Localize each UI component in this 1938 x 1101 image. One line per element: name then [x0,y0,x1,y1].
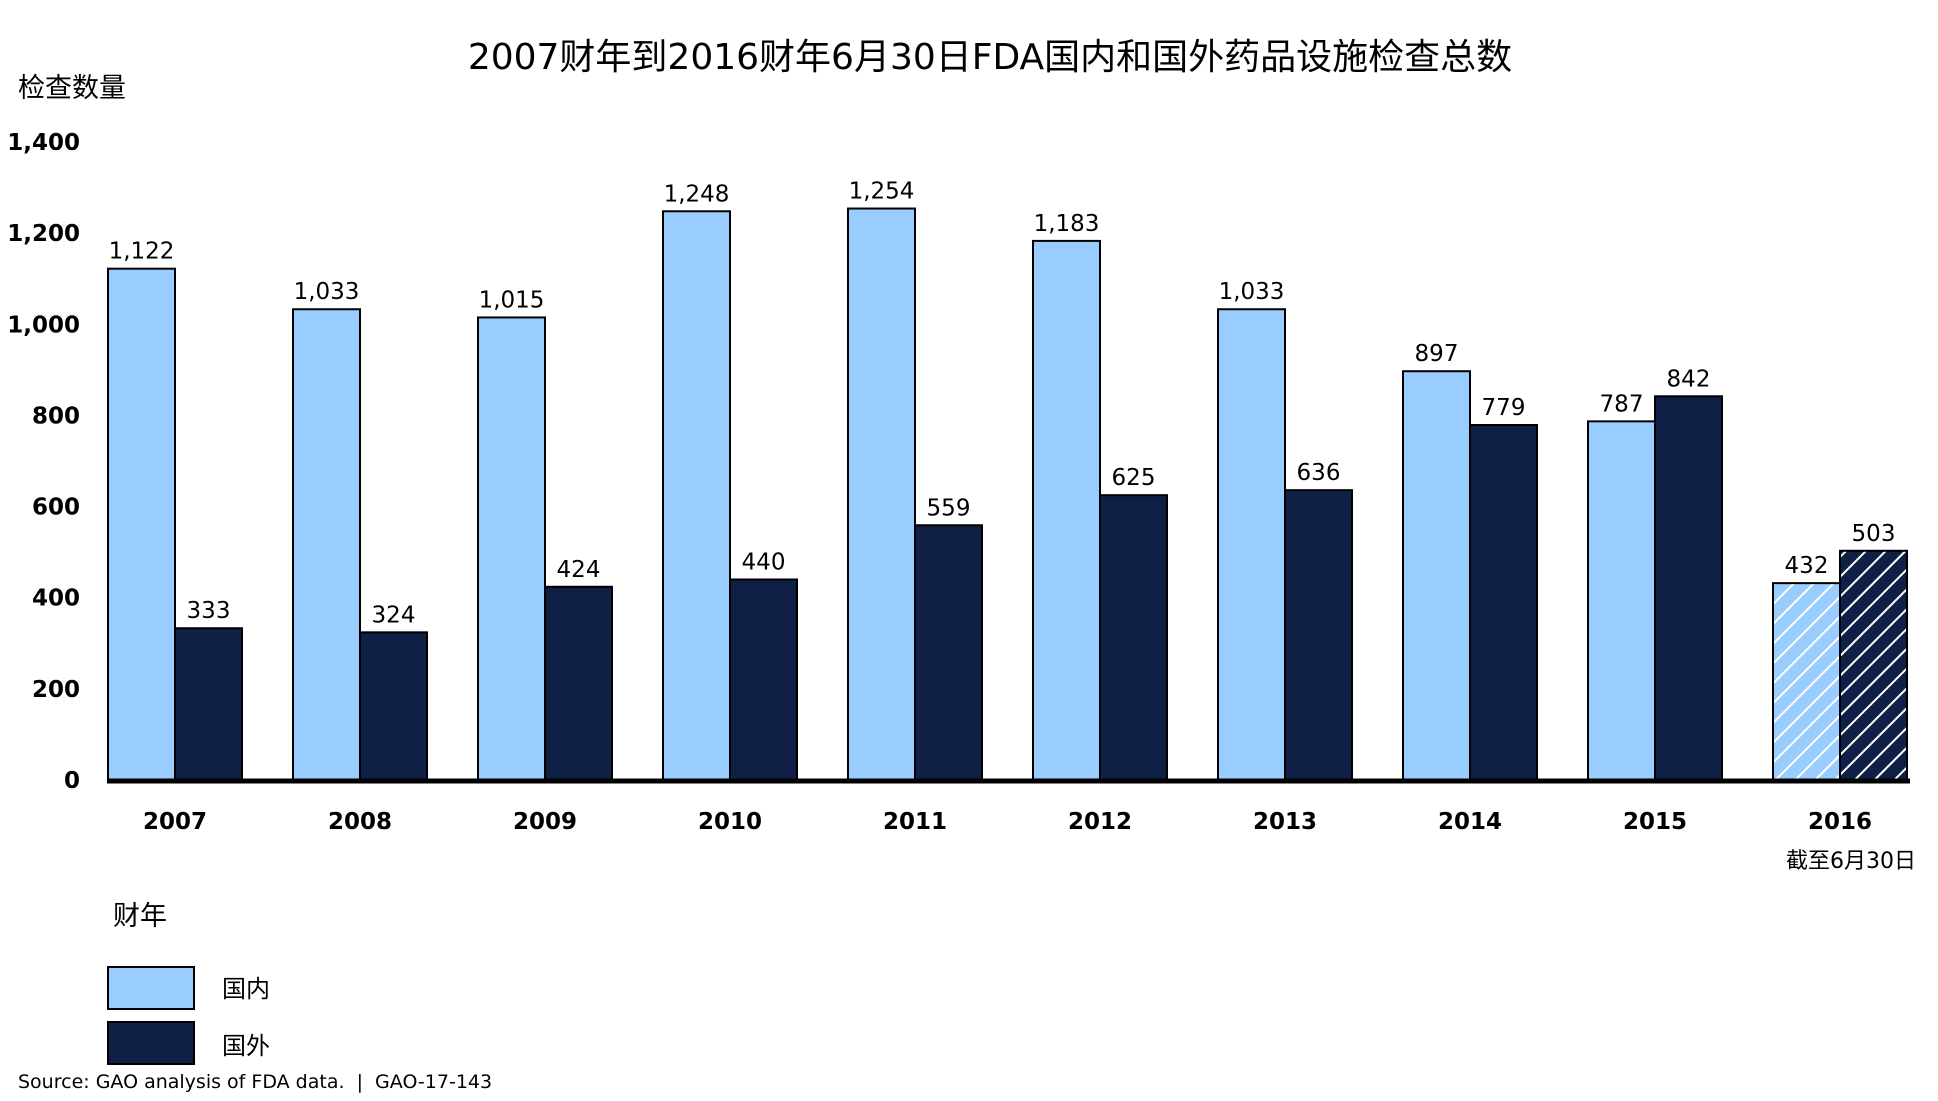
y-tick-label: 1,000 [7,312,80,338]
bar-domestic-2015 [1587,420,1656,781]
y-tick-label: 800 [32,403,80,429]
bar-domestic-2016 [1772,582,1841,781]
legend-label-foreign: 国外 [222,1032,270,1060]
x-tick-label: 2011 [883,809,947,835]
bar-domestic-2010 [662,210,731,782]
bar-foreign-2011 [914,524,983,782]
data-label-domestic-2011: 1,254 [849,179,915,205]
data-label-foreign-2012: 625 [1112,465,1156,491]
legend-label-domestic: 国内 [222,975,270,1003]
y-tick-label: 1,400 [7,130,80,156]
data-label-domestic-2009: 1,015 [479,287,545,313]
y-axis-label: 检查数量 [18,73,126,104]
data-label-foreign-2013: 636 [1297,460,1341,486]
data-label-foreign-2010: 440 [742,549,786,575]
x-axis-ticks: 2007 2008 2009 2010 2011 2012 2013 2014 2015 2016 [143,809,1872,835]
legend-title: 财年 [113,901,167,932]
bar-domestic-2014 [1402,370,1471,781]
bar-foreign-2014 [1469,423,1538,781]
data-label-foreign-2009: 424 [557,557,601,583]
y-tick-label: 600 [32,495,80,521]
data-label-foreign-2007: 333 [187,598,231,624]
x-tick-label: 2015 [1623,809,1687,835]
data-label-domestic-2012: 1,183 [1034,211,1100,237]
chart-title: 2007财年到2016财年6月30日FDA国内和国外药品设施检查总数 [468,37,1512,78]
data-label-foreign-2014: 779 [1482,395,1526,421]
data-label-domestic-2016: 432 [1785,553,1829,579]
bar-foreign-2015 [1654,395,1723,781]
data-label-foreign-2016: 503 [1852,521,1896,547]
x-tick-label: 2016 [1808,809,1872,835]
x-tick-label: 2007 [143,809,207,835]
y-tick-label: 0 [64,768,80,794]
bar-foreign-2012 [1099,494,1168,781]
x-tick-label: 2009 [513,809,577,835]
data-label-foreign-2011: 559 [927,495,971,521]
data-label-foreign-2015: 842 [1667,366,1711,392]
bar-domestic-2011 [847,207,916,781]
bar-foreign-2016 [1839,549,1908,781]
data-label-domestic-2014: 897 [1415,341,1459,367]
data-label-domestic-2007: 1,122 [109,239,175,265]
source-note: Source: GAO analysis of FDA data. | GAO-… [18,1071,492,1093]
bar-domestic-2008 [292,308,361,781]
partial-period-note: 截至6月30日 [1786,849,1916,874]
x-tick-label: 2014 [1438,809,1502,835]
y-tick-label: 1,200 [7,221,80,247]
bar-domestic-2009 [477,316,546,781]
bars [107,207,1908,782]
y-tick-label: 200 [32,677,80,703]
bar-domestic-2012 [1032,239,1101,781]
legend-swatch-foreign [107,1021,195,1065]
x-tick-label: 2012 [1068,809,1132,835]
x-tick-label: 2008 [328,809,392,835]
legend: 财年 国内 国外 [107,901,270,1065]
legend-swatch-domestic [107,966,195,1010]
y-axis-ticks: 0 200 400 600 800 1,000 1,200 1,400 [7,130,80,794]
bar-domestic-2007 [107,267,176,781]
data-label-domestic-2015: 787 [1600,391,1644,417]
bar-domestic-2013 [1217,308,1286,781]
data-label-foreign-2008: 324 [372,602,416,628]
bar-foreign-2008 [359,631,428,781]
data-labels: 1,122 333 1,033 324 1,015 424 1,248 440 1,254 559… [109,179,1896,629]
x-tick-label: 2013 [1253,809,1317,835]
x-tick-label: 2010 [698,809,762,835]
data-label-domestic-2008: 1,033 [294,279,360,305]
bar-foreign-2009 [544,585,613,782]
bar-foreign-2007 [174,627,243,781]
bar-foreign-2010 [729,578,798,781]
data-label-domestic-2013: 1,033 [1219,279,1285,305]
data-label-domestic-2010: 1,248 [664,181,730,207]
y-tick-label: 400 [32,586,80,612]
bar-foreign-2013 [1284,489,1353,781]
